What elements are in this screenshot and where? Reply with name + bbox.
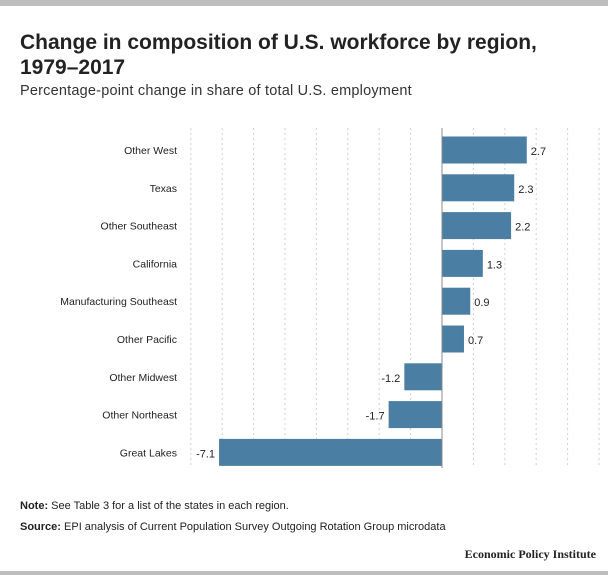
- category-label: Other West: [124, 145, 177, 157]
- value-label: 1.3: [487, 259, 502, 271]
- bar: [442, 250, 483, 277]
- source-text: EPI analysis of Current Population Surve…: [61, 521, 446, 533]
- category-label: Texas: [150, 183, 177, 195]
- source-label: Source:: [20, 521, 61, 533]
- category-label: Other Midwest: [109, 372, 177, 384]
- value-label: 0.7: [468, 335, 483, 347]
- value-label: -7.1: [196, 448, 215, 460]
- value-label: 0.9: [474, 297, 489, 309]
- chart-title: Change in composition of U.S. workforce …: [20, 30, 580, 80]
- value-label: 2.2: [515, 222, 530, 234]
- category-label: Other Pacific: [117, 334, 177, 346]
- source: Source: EPI analysis of Current Populati…: [20, 521, 446, 533]
- top-border: [0, 0, 608, 6]
- note-label: Note:: [20, 500, 48, 512]
- category-label: Great Lakes: [120, 447, 177, 459]
- category-label: Other Southeast: [101, 221, 178, 233]
- category-label: Other Northeast: [102, 410, 177, 422]
- value-label: -1.7: [366, 411, 385, 423]
- bar: [389, 401, 442, 428]
- bar: [442, 137, 527, 164]
- value-label: 2.3: [518, 184, 533, 196]
- bar: [404, 363, 442, 390]
- bar: [442, 174, 514, 201]
- category-label: California: [133, 258, 178, 270]
- category-label: Manufacturing Southeast: [60, 296, 177, 308]
- value-label: 2.7: [531, 146, 546, 158]
- chart-subtitle: Percentage-point change in share of tota…: [20, 83, 412, 99]
- note-text: See Table 3 for a list of the states in …: [48, 500, 289, 512]
- bar: [442, 212, 511, 239]
- note: Note: See Table 3 for a list of the stat…: [20, 500, 289, 512]
- bar: [219, 439, 442, 466]
- value-label: -1.2: [381, 373, 400, 385]
- brand-logo: Economic Policy Institute: [465, 547, 596, 562]
- bottom-border: [0, 571, 608, 575]
- bar: [442, 288, 470, 315]
- bar: [442, 326, 464, 353]
- bar-chart: Other West 2.7 Texas 2.3 Other Southeast 2.2 C…: [0, 118, 608, 480]
